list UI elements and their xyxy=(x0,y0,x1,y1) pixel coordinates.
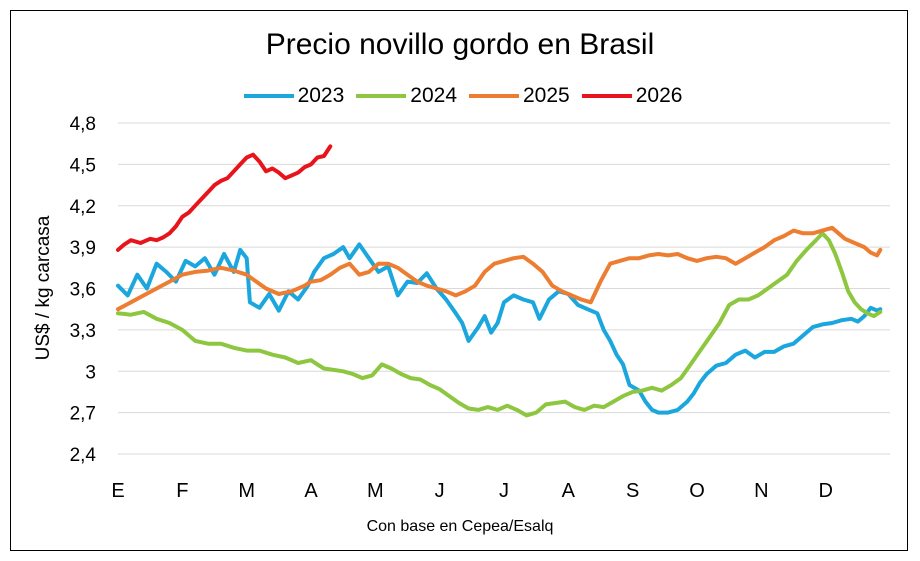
x-tick-label: S xyxy=(626,480,639,502)
y-tick-label: 2,4 xyxy=(70,445,97,466)
x-tick-label: M xyxy=(367,480,384,502)
chart-frame xyxy=(10,10,908,551)
source-note: Con base en Cepea/Esalq xyxy=(366,518,554,535)
legend-item-2023: 2023 xyxy=(243,84,345,108)
legend-label: 2026 xyxy=(635,84,683,107)
gridlines xyxy=(118,122,890,455)
x-tick-label: M xyxy=(238,480,255,502)
x-tick-label: F xyxy=(176,480,188,502)
chart-title: Precio novillo gordo en Brasil xyxy=(265,28,655,61)
x-tick-label: A xyxy=(562,480,576,502)
series-line-2025 xyxy=(116,225,883,312)
legend-label: 2025 xyxy=(523,84,570,107)
legend-item-2025: 2025 xyxy=(469,84,570,108)
y-tick-label: 3,9 xyxy=(70,238,96,259)
series-line-2024 xyxy=(116,231,883,418)
series-line-2026 xyxy=(116,144,333,252)
x-tick-label: J xyxy=(499,480,509,502)
y-tick-label: 4,5 xyxy=(70,155,96,176)
y-tick-labels: 2,4 2,7 3 3,3 3,6 3,9 4,2 4,5 4,8 xyxy=(70,114,97,466)
legend: 2023 2024 2025 2026 xyxy=(0,84,920,108)
y-tick-label: 4,8 xyxy=(70,114,96,135)
y-tick-label: 3,6 xyxy=(70,280,96,301)
legend-swatch xyxy=(469,94,519,98)
legend-swatch xyxy=(581,94,632,98)
legend-label: 2023 xyxy=(297,84,345,107)
x-tick-label: J xyxy=(435,480,445,502)
x-tick-label: O xyxy=(689,480,705,502)
legend-swatch xyxy=(356,94,407,98)
x-tick-label: A xyxy=(304,480,318,502)
x-tick-label: D xyxy=(818,480,832,502)
y-tick-label: 3,3 xyxy=(70,321,96,342)
legend-swatch xyxy=(243,94,294,98)
legend-item-2026: 2026 xyxy=(581,84,683,108)
legend-label: 2024 xyxy=(410,84,457,107)
y-tick-label: 2,7 xyxy=(70,404,96,425)
series-line-2023 xyxy=(116,242,883,415)
y-tick-label: 4,2 xyxy=(70,197,96,218)
legend-item-2024: 2024 xyxy=(356,84,457,108)
y-tick-label: 3 xyxy=(85,362,96,383)
x-tick-label: N xyxy=(754,480,768,502)
x-tick-label: E xyxy=(111,480,124,502)
series-lines xyxy=(116,144,883,418)
